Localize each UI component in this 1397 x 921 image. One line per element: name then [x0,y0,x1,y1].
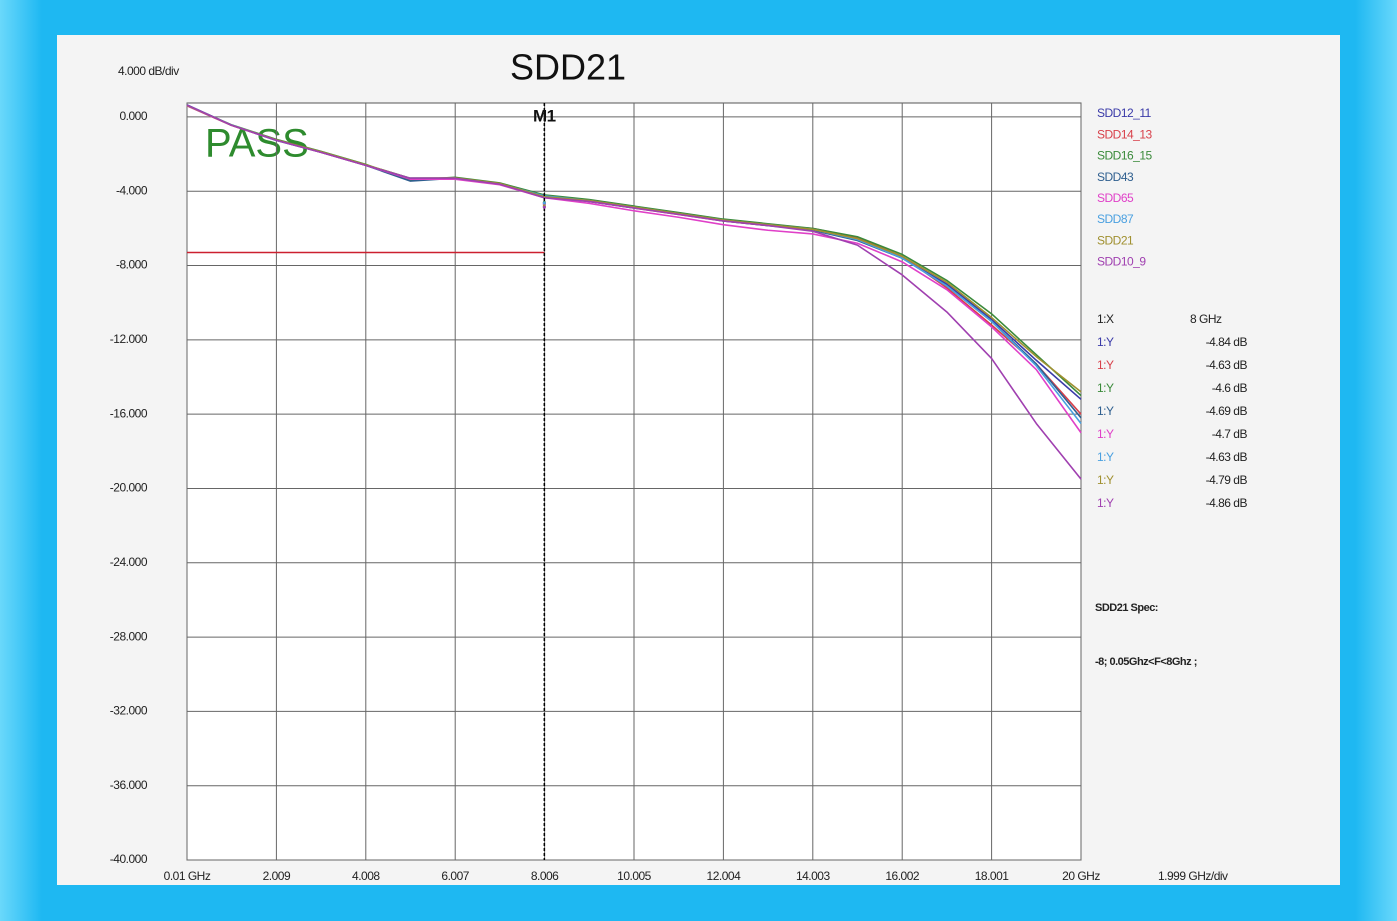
y-tick-label: -36.000 [110,778,148,792]
readout-value: -4.6 dB [1212,381,1248,395]
x-tick-label: 16.002 [885,869,920,883]
readout-value: -4.63 dB [1206,450,1248,464]
x-tick-label: 14.003 [796,869,831,883]
legend-entry: SDD87 [1097,212,1134,226]
x-tick-label: 6.007 [441,869,469,883]
readout-label: 1:Y [1097,404,1114,418]
marker-x-value: 8 GHz [1190,312,1222,326]
readout-label: 1:Y [1097,427,1114,441]
readout-value: -4.63 dB [1206,358,1248,372]
y-tick-label: -24.000 [110,555,148,569]
readout-label: 1:Y [1097,358,1114,372]
x-tick-label: 2.009 [263,869,291,883]
y-scale-label: 4.000 dB/div [118,64,179,78]
readout-value: -4.79 dB [1206,473,1248,487]
y-tick-label: -12.000 [110,332,148,346]
readout-value: -4.84 dB [1206,335,1248,349]
legend-entry: SDD10_9 [1097,255,1146,269]
legend-entry: SDD16_15 [1097,149,1153,163]
marker-x-label: 1:X [1097,312,1114,326]
y-tick-label: -8.000 [116,258,148,272]
y-tick-label: -40.000 [110,852,148,866]
marker-point [543,206,546,209]
y-tick-label: -28.000 [110,629,148,643]
y-tick-label: 0.000 [119,109,147,123]
readout-label: 1:Y [1097,450,1114,464]
legend-entry: SDD21 [1097,233,1134,247]
x-tick-label: 18.001 [975,869,1010,883]
readout-value: -4.69 dB [1206,404,1248,418]
marker-label: M1 [533,106,556,125]
x-tick-label: 0.01 GHz [164,869,211,883]
y-tick-label: -20.000 [110,481,148,495]
x-tick-label: 12.004 [707,869,742,883]
spec-text: SDD21 Spec: [1095,602,1158,614]
readout-value: -4.7 dB [1212,427,1248,441]
readout-label: 1:Y [1097,473,1114,487]
readout-label: 1:Y [1097,496,1114,510]
chart: SDD21 4.000 dB/div 1.999 GHz/div PASS 0.… [0,0,1397,921]
legend-entry: SDD12_11 [1097,106,1152,120]
x-tick-label: 4.008 [352,869,380,883]
x-scale-label: 1.999 GHz/div [1158,869,1228,883]
x-tick-label: 10.005 [617,869,652,883]
readout-label: 1:Y [1097,335,1114,349]
readout-label: 1:Y [1097,381,1114,395]
spec-text: -8; 0.05Ghz<F<8Ghz ; [1095,656,1197,668]
y-tick-label: -16.000 [110,406,148,420]
marker-point [543,201,546,204]
chart-title: SDD21 [510,47,626,88]
readout-value: -4.86 dB [1206,496,1248,510]
y-tick-label: -32.000 [110,704,148,718]
legend-entry: SDD43 [1097,170,1134,184]
y-tick-label: -4.000 [116,183,148,197]
page: SDD21 4.000 dB/div 1.999 GHz/div PASS 0.… [0,0,1397,921]
legend-entry: SDD14_13 [1097,127,1153,141]
x-tick-label: 8.006 [531,869,559,883]
legend-entry: SDD65 [1097,191,1134,205]
x-tick-label: 20 GHz [1062,869,1100,883]
